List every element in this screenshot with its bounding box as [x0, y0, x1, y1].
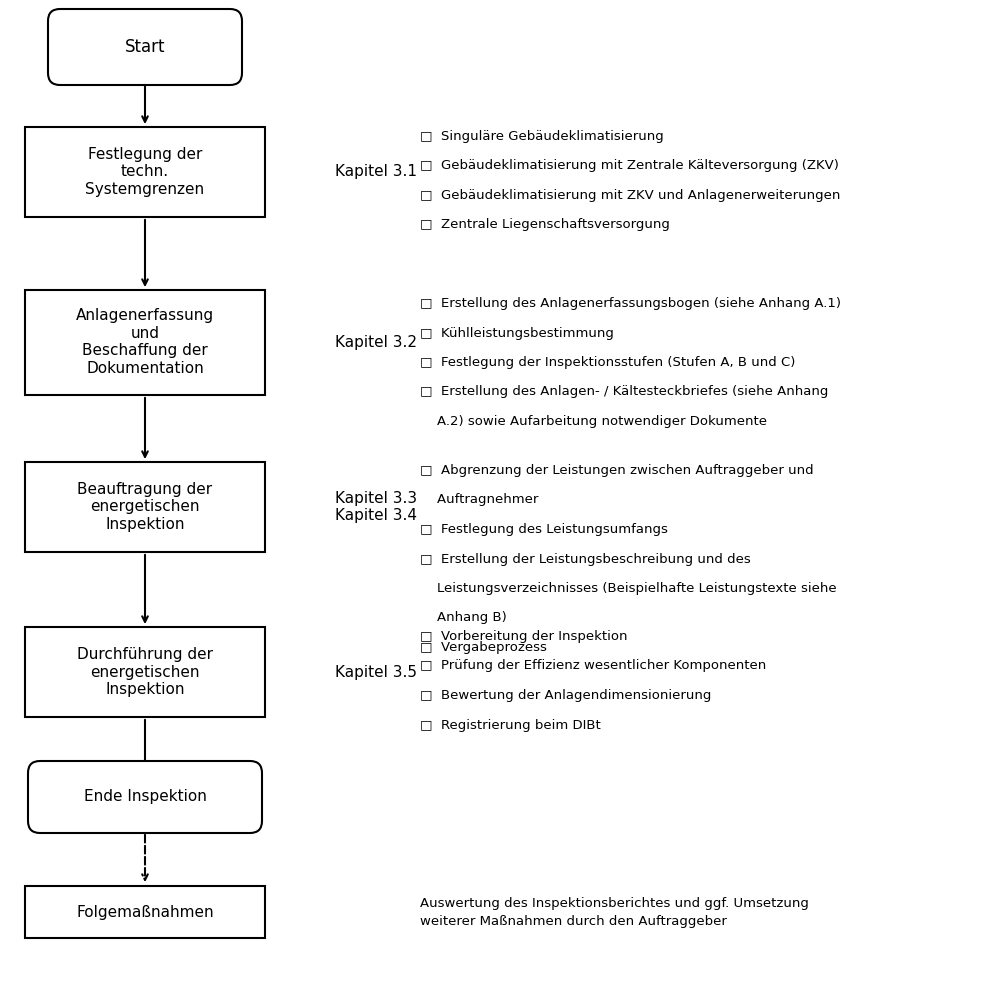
Text: □  Gebäudeklimatisierung mit Zentrale Kälteversorgung (ZKV): □ Gebäudeklimatisierung mit Zentrale Käl…	[420, 159, 839, 172]
Text: Durchführung der
energetischen
Inspektion: Durchführung der energetischen Inspektio…	[77, 647, 213, 697]
Text: Beauftragung der
energetischen
Inspektion: Beauftragung der energetischen Inspektio…	[77, 482, 212, 532]
Text: □  Registrierung beim DIBt: □ Registrierung beim DIBt	[420, 718, 601, 731]
FancyBboxPatch shape	[25, 462, 265, 552]
Text: Ende Inspektion: Ende Inspektion	[83, 790, 206, 805]
Text: □  Erstellung des Anlagenerfassungsbogen (siehe Anhang A.1): □ Erstellung des Anlagenerfassungsbogen …	[420, 297, 841, 310]
FancyBboxPatch shape	[48, 9, 242, 85]
FancyBboxPatch shape	[25, 627, 265, 717]
Text: □  Vergabeprozess: □ Vergabeprozess	[420, 641, 547, 654]
Text: □  Abgrenzung der Leistungen zwischen Auftraggeber und: □ Abgrenzung der Leistungen zwischen Auf…	[420, 464, 813, 477]
Text: Start: Start	[125, 38, 166, 56]
Text: □  Singuläre Gebäudeklimatisierung: □ Singuläre Gebäudeklimatisierung	[420, 130, 664, 143]
Text: □  Festlegung der Inspektionsstufen (Stufen A, B und C): □ Festlegung der Inspektionsstufen (Stuf…	[420, 356, 796, 369]
FancyBboxPatch shape	[25, 886, 265, 938]
Text: Auswertung des Inspektionsberichtes und ggf. Umsetzung
weiterer Maßnahmen durch : Auswertung des Inspektionsberichtes und …	[420, 897, 808, 928]
FancyBboxPatch shape	[25, 290, 265, 395]
Text: □  Vorbereitung der Inspektion: □ Vorbereitung der Inspektion	[420, 630, 628, 643]
Text: □  Gebäudeklimatisierung mit ZKV und Anlagenerweiterungen: □ Gebäudeklimatisierung mit ZKV und Anla…	[420, 189, 840, 202]
Text: Kapitel 3.2: Kapitel 3.2	[335, 335, 417, 350]
Text: □  Zentrale Liegenschaftsversorgung: □ Zentrale Liegenschaftsversorgung	[420, 218, 670, 231]
Text: Anlagenerfassung
und
Beschaffung der
Dokumentation: Anlagenerfassung und Beschaffung der Dok…	[76, 309, 214, 376]
Text: □  Festlegung des Leistungsumfangs: □ Festlegung des Leistungsumfangs	[420, 523, 668, 536]
Text: □  Prüfung der Effizienz wesentlicher Komponenten: □ Prüfung der Effizienz wesentlicher Kom…	[420, 659, 766, 672]
Text: □  Erstellung des Anlagen- / Kältesteckbriefes (siehe Anhang: □ Erstellung des Anlagen- / Kältesteckbr…	[420, 386, 828, 399]
Text: Kapitel 3.1: Kapitel 3.1	[335, 164, 417, 179]
Text: Leistungsverzeichnisses (Beispielhafte Leistungstexte siehe: Leistungsverzeichnisses (Beispielhafte L…	[420, 582, 836, 595]
Text: Kapitel 3.3
Kapitel 3.4: Kapitel 3.3 Kapitel 3.4	[335, 491, 417, 523]
Text: A.2) sowie Aufarbeitung notwendiger Dokumente: A.2) sowie Aufarbeitung notwendiger Doku…	[420, 415, 767, 428]
Text: □  Erstellung der Leistungsbeschreibung und des: □ Erstellung der Leistungsbeschreibung u…	[420, 552, 751, 565]
Text: □  Kühlleistungsbestimmung: □ Kühlleistungsbestimmung	[420, 327, 614, 340]
Text: Anhang B): Anhang B)	[420, 611, 507, 624]
Text: Festlegung der
techn.
Systemgrenzen: Festlegung der techn. Systemgrenzen	[85, 147, 204, 197]
Text: □  Bewertung der Anlagendimensionierung: □ Bewertung der Anlagendimensionierung	[420, 689, 711, 702]
FancyBboxPatch shape	[25, 127, 265, 217]
Text: Auftragnehmer: Auftragnehmer	[420, 494, 539, 506]
Text: Folgemaßnahmen: Folgemaßnahmen	[76, 905, 214, 920]
Text: Kapitel 3.5: Kapitel 3.5	[335, 664, 417, 679]
FancyBboxPatch shape	[28, 761, 262, 833]
